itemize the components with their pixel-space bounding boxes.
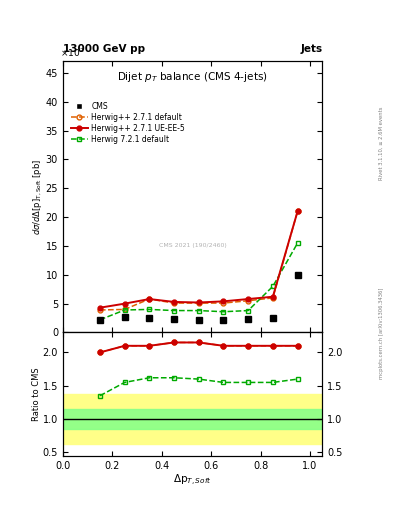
Text: CMS 2021 (190/2460): CMS 2021 (190/2460) bbox=[159, 243, 226, 248]
Text: Jets: Jets bbox=[300, 44, 322, 54]
Y-axis label: $d\sigma/d\Delta[\rm p]_{T,Soft}$ [pb]: $d\sigma/d\Delta[\rm p]_{T,Soft}$ [pb] bbox=[31, 159, 44, 235]
Bar bbox=[63, 409, 322, 429]
Bar bbox=[63, 394, 322, 444]
Text: $\times10^{2}$: $\times10^{2}$ bbox=[60, 46, 85, 59]
Y-axis label: Ratio to CMS: Ratio to CMS bbox=[32, 367, 41, 421]
Text: mcplots.cern.ch [arXiv:1306.3436]: mcplots.cern.ch [arXiv:1306.3436] bbox=[379, 287, 384, 378]
Text: Dijet $p_{T}$ balance (CMS 4-jets): Dijet $p_{T}$ balance (CMS 4-jets) bbox=[117, 70, 268, 83]
Legend: CMS, Herwig++ 2.7.1 default, Herwig++ 2.7.1 UE-EE-5, Herwig 7.2.1 default: CMS, Herwig++ 2.7.1 default, Herwig++ 2.… bbox=[69, 100, 187, 145]
Text: 13000 GeV pp: 13000 GeV pp bbox=[63, 44, 145, 54]
X-axis label: $\Delta{\rm p}_{T,Soft}$: $\Delta{\rm p}_{T,Soft}$ bbox=[173, 473, 212, 488]
Text: Rivet 3.1.10, ≥ 2.6M events: Rivet 3.1.10, ≥ 2.6M events bbox=[379, 106, 384, 180]
